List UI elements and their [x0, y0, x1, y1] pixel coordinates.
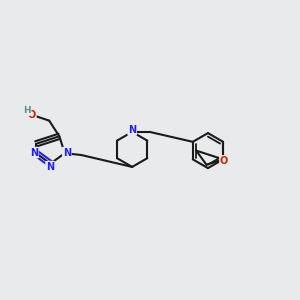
- Text: N: N: [63, 148, 71, 158]
- Text: O: O: [28, 110, 36, 120]
- Text: N: N: [46, 162, 54, 172]
- Text: O: O: [220, 156, 228, 166]
- Text: H: H: [23, 106, 31, 115]
- Text: N: N: [128, 125, 136, 135]
- Text: N: N: [30, 148, 38, 158]
